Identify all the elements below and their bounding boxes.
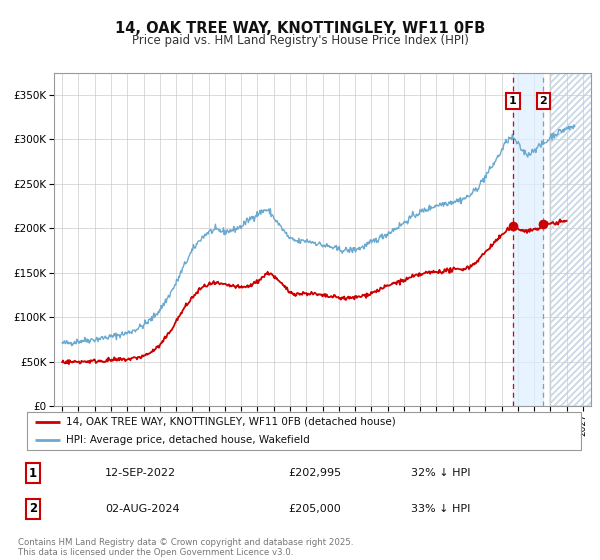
Text: HPI: Average price, detached house, Wakefield: HPI: Average price, detached house, Wake… (66, 435, 310, 445)
Text: 12-SEP-2022: 12-SEP-2022 (105, 468, 176, 478)
Text: £205,000: £205,000 (288, 504, 341, 514)
Text: 14, OAK TREE WAY, KNOTTINGLEY, WF11 0FB (detached house): 14, OAK TREE WAY, KNOTTINGLEY, WF11 0FB … (66, 417, 396, 427)
Text: 33% ↓ HPI: 33% ↓ HPI (411, 504, 470, 514)
Text: Price paid vs. HM Land Registry's House Price Index (HPI): Price paid vs. HM Land Registry's House … (131, 34, 469, 46)
Text: £202,995: £202,995 (288, 468, 341, 478)
Text: 1: 1 (29, 466, 37, 480)
Text: Contains HM Land Registry data © Crown copyright and database right 2025.
This d: Contains HM Land Registry data © Crown c… (18, 538, 353, 557)
Bar (513, 73, 544, 406)
Text: 32% ↓ HPI: 32% ↓ HPI (411, 468, 470, 478)
FancyBboxPatch shape (27, 412, 581, 450)
Text: 1: 1 (509, 96, 517, 106)
Bar (550, 73, 600, 406)
Text: 2: 2 (539, 96, 547, 106)
Text: 02-AUG-2024: 02-AUG-2024 (105, 504, 179, 514)
Bar (550, 73, 600, 406)
Text: 2: 2 (29, 502, 37, 515)
Text: 14, OAK TREE WAY, KNOTTINGLEY, WF11 0FB: 14, OAK TREE WAY, KNOTTINGLEY, WF11 0FB (115, 21, 485, 36)
